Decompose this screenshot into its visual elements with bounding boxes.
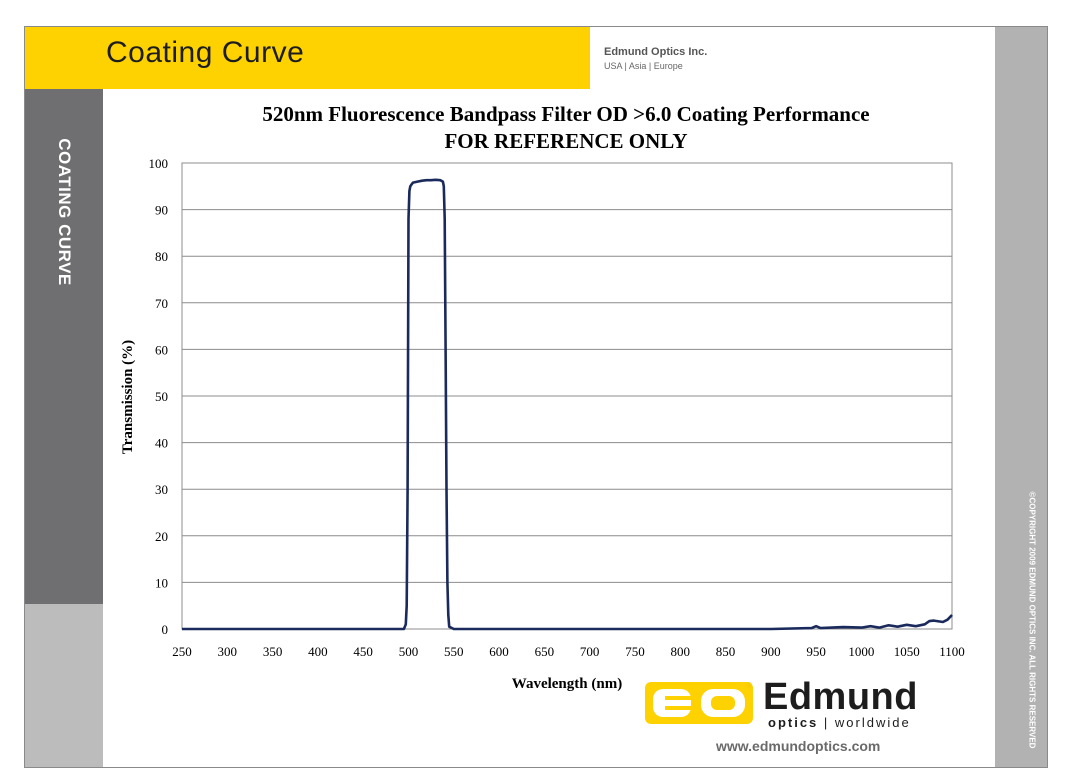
x-tick-label: 400 xyxy=(308,644,328,659)
sidebar-dark-panel xyxy=(25,89,103,604)
y-tick-label: 0 xyxy=(162,622,169,637)
y-tick-label: 100 xyxy=(149,156,169,171)
y-tick-label: 50 xyxy=(155,389,168,404)
y-tick-label: 90 xyxy=(155,203,168,218)
grid-lines xyxy=(182,162,952,630)
y-tick-label: 60 xyxy=(155,342,168,357)
y-tick-label: 70 xyxy=(155,296,168,311)
registered-mark: ® xyxy=(746,681,752,690)
tagline-separator: | xyxy=(818,715,835,730)
x-tick-label: 850 xyxy=(716,644,736,659)
x-tick-label: 1000 xyxy=(848,644,874,659)
y-tick-label: 40 xyxy=(155,436,168,451)
y-tick-labels: 0 10 20 30 40 50 60 70 80 90 100 xyxy=(149,156,169,637)
y-axis-label: Transmission (%) xyxy=(120,340,136,454)
x-tick-label: 250 xyxy=(172,644,192,659)
tagline-worldwide: worldwide xyxy=(834,715,911,730)
x-tick-label: 800 xyxy=(670,644,690,659)
header-bar xyxy=(25,27,590,89)
x-tick-label: 750 xyxy=(625,644,645,659)
x-tick-label: 1100 xyxy=(939,644,965,659)
company-name: Edmund Optics Inc. xyxy=(604,46,708,58)
company-regions: USA | Asia | Europe xyxy=(604,61,683,71)
right-strip xyxy=(995,27,1047,767)
y-tick-label: 30 xyxy=(155,482,168,497)
edmund-logo-icon xyxy=(645,682,753,724)
x-tick-label: 500 xyxy=(399,644,419,659)
x-tick-label: 450 xyxy=(353,644,373,659)
logo-tagline: optics | worldwide xyxy=(768,715,911,730)
tagline-optics: optics xyxy=(768,715,819,730)
sidebar-light-panel xyxy=(25,604,103,767)
chart-title: 520nm Fluorescence Bandpass Filter OD >6… xyxy=(262,102,869,126)
y-tick-label: 10 xyxy=(155,575,168,590)
x-tick-label: 350 xyxy=(263,644,283,659)
chart-subtitle: FOR REFERENCE ONLY xyxy=(444,129,687,153)
x-axis-label: Wavelength (nm) xyxy=(512,676,622,692)
x-tick-label: 600 xyxy=(489,644,509,659)
y-tick-label: 80 xyxy=(155,249,168,264)
x-tick-label: 300 xyxy=(218,644,238,659)
x-tick-label: 1050 xyxy=(894,644,920,659)
x-tick-label: 550 xyxy=(444,644,464,659)
y-tick-label: 20 xyxy=(155,529,168,544)
page-title: Coating Curve xyxy=(106,36,305,69)
x-tick-label: 950 xyxy=(806,644,826,659)
logo-wordmark: Edmund xyxy=(763,676,918,718)
x-tick-labels: 250 300 350 400 450 500 550 600 650 700 750 800 850 9… xyxy=(172,644,965,659)
transmission-series-line xyxy=(182,178,953,631)
x-tick-label: 900 xyxy=(761,644,781,659)
x-tick-label: 700 xyxy=(580,644,600,659)
website-link[interactable]: www.edmundoptics.com xyxy=(716,738,881,754)
x-tick-label: 650 xyxy=(535,644,555,659)
page-frame xyxy=(24,26,1048,768)
